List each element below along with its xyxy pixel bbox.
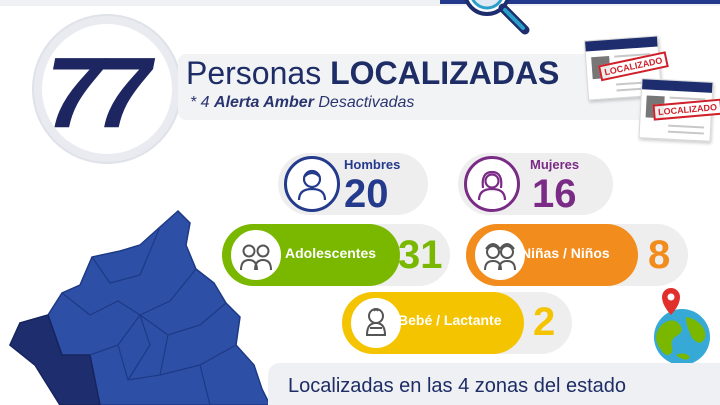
headline-background	[178, 54, 648, 120]
teens-icon	[240, 244, 272, 271]
subtitle-suffix: Desactivadas	[318, 94, 415, 111]
total-count: 77	[46, 37, 151, 149]
headline: Personas LOCALIZADAS	[186, 55, 559, 92]
children-icon	[484, 243, 516, 271]
subtitle-prefix: * 4	[190, 94, 210, 111]
top-band	[0, 0, 720, 6]
bebe-value: 2	[533, 300, 556, 344]
baby-icon	[365, 308, 387, 336]
man-icon-circle	[284, 156, 340, 212]
baby-icon-circle	[348, 295, 404, 351]
bebe-label: Bebé / Lactante	[398, 312, 502, 328]
zones-banner	[268, 363, 720, 405]
mujeres-value: 16	[532, 172, 577, 216]
globe-location-icon	[654, 288, 710, 365]
top-accent-bar	[440, 0, 720, 4]
mujeres-label: Mujeres	[530, 157, 580, 172]
teens-icon-circle	[228, 227, 284, 283]
headline-bold: LOCALIZADAS	[330, 55, 560, 91]
total-badge-inner	[42, 24, 172, 154]
state-map	[9, 209, 271, 405]
children-icon-circle	[472, 227, 528, 283]
man-icon	[297, 169, 327, 201]
ninos-label: Niñas / Niños	[521, 245, 610, 261]
subtitle: * 4 Alerta Amber Desactivadas	[190, 94, 414, 112]
localized-card-2: LOCALIZADO	[638, 78, 720, 142]
adolescentes-label: Adolescentes	[285, 245, 377, 261]
woman-icon	[477, 170, 507, 201]
hombres-label: Hombres	[344, 157, 401, 172]
magnifier-icon	[464, 0, 530, 35]
zones-text: Localizadas en las 4 zonas del estado	[288, 375, 627, 397]
subtitle-bold: Alerta Amber	[214, 94, 314, 111]
hombres-value: 20	[344, 172, 389, 216]
ninos-value: 8	[648, 233, 671, 277]
adolescentes-value: 31	[398, 233, 443, 277]
headline-prefix: Personas	[186, 55, 322, 91]
woman-icon-circle	[464, 156, 520, 212]
